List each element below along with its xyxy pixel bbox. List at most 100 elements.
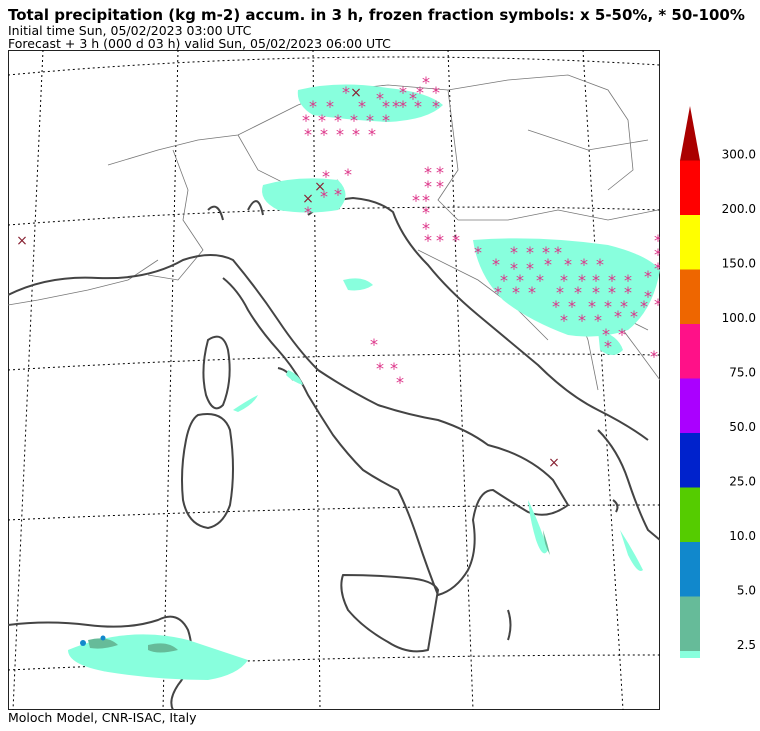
snow-symbol: * <box>654 295 660 314</box>
snow-symbol: * <box>526 259 534 278</box>
snow-symbol: * <box>654 231 660 250</box>
snow-symbol: * <box>350 111 358 130</box>
snow-symbol: * <box>494 283 502 302</box>
snow-symbol: * <box>630 307 638 326</box>
legend-swatch-7 <box>680 269 700 324</box>
snow-symbol: * <box>424 231 432 250</box>
colorbar-legend: 0.52.55.010.025.050.075.0100.0150.0200.0… <box>680 106 756 658</box>
snow-symbol: * <box>366 111 374 130</box>
snow-symbol: * <box>368 125 376 144</box>
precipitation-map: ** *** * * * ** * * * *** * ** * * * *** *** * ** ** **** * **… <box>8 50 660 710</box>
snow-symbol: * <box>436 163 444 182</box>
snow-symbol: * <box>644 287 652 306</box>
precip-moderate <box>88 530 550 653</box>
snow-symbol: * <box>654 259 660 278</box>
snow-symbol: * <box>334 111 342 130</box>
snow-symbol: * <box>336 125 344 144</box>
snow-symbol: * <box>528 283 536 302</box>
legend-label-2: 5.0 <box>737 584 756 598</box>
snow-symbol: * <box>654 245 660 264</box>
snow-symbol: * <box>414 97 422 116</box>
snow-symbol: * <box>432 83 440 102</box>
snow-symbol: * <box>560 271 568 290</box>
snow-symbol: * <box>424 163 432 182</box>
mixed-symbol: × <box>314 179 326 195</box>
snow-symbol: * <box>492 255 500 274</box>
snow-symbol: * <box>526 243 534 262</box>
forecast-valid-time: Forecast + 3 h (000 d 03 h) valid Sun, 0… <box>8 36 391 51</box>
snow-symbol: * <box>376 359 384 378</box>
snow-symbol: * <box>580 255 588 274</box>
legend-label-5: 50.0 <box>729 420 756 434</box>
legend-swatch-9 <box>680 160 700 215</box>
snow-symbol: * <box>422 191 430 210</box>
snow-symbol: * <box>396 373 404 392</box>
snow-symbol: * <box>620 297 628 316</box>
footer-credit: Moloch Model, CNR-ISAC, Italy <box>8 710 197 725</box>
snow-symbol: * <box>304 203 312 222</box>
snow-symbol: * <box>512 283 520 302</box>
legend-label-6: 75.0 <box>729 366 756 380</box>
snow-symbol: * <box>344 165 352 184</box>
legend-swatch-2 <box>680 542 700 597</box>
snow-symbol: * <box>392 97 400 116</box>
mixed-symbols: ××××× <box>16 85 560 471</box>
snow-symbol: * <box>334 185 342 204</box>
snow-symbol: * <box>624 271 632 290</box>
snow-symbol: * <box>650 347 658 366</box>
snow-symbol: * <box>390 359 398 378</box>
map-title: Total precipitation (kg m-2) accum. in 3… <box>8 6 745 24</box>
mixed-symbol: × <box>548 455 560 471</box>
snow-symbol: * <box>382 97 390 116</box>
snow-symbol: * <box>342 83 350 102</box>
legend-label-9: 200.0 <box>722 202 756 216</box>
legend-label-1: 2.5 <box>737 638 756 652</box>
snow-symbol: * <box>422 219 430 238</box>
snow-symbol: * <box>500 271 508 290</box>
coastlines <box>8 197 660 710</box>
legend-swatch-8 <box>680 215 700 270</box>
snow-symbol: * <box>320 125 328 144</box>
precip-heavy <box>80 635 106 646</box>
snow-symbol: * <box>588 297 596 316</box>
snow-symbol: * <box>552 297 560 316</box>
snow-symbol: * <box>416 83 424 102</box>
snow-symbol: * <box>604 297 612 316</box>
precip-areas <box>68 84 660 680</box>
snow-symbol: * <box>474 243 482 262</box>
snow-symbol: * <box>560 311 568 330</box>
snow-symbol: * <box>412 191 420 210</box>
snow-symbol: * <box>510 259 518 278</box>
snow-symbols: ** *** * * * ** * * * *** * ** * * * *** *** * ** ** **** * **… <box>302 73 660 392</box>
snow-symbol: * <box>592 271 600 290</box>
legend-swatch-3 <box>680 487 700 542</box>
snow-symbol: * <box>614 307 622 326</box>
snow-symbol: * <box>320 187 328 206</box>
legend-label-4: 25.0 <box>729 475 756 489</box>
snow-symbol: * <box>326 97 334 116</box>
snow-symbol: * <box>399 97 407 116</box>
legend-swatch-6 <box>680 324 700 379</box>
snow-symbol: * <box>382 111 390 130</box>
snow-symbol: * <box>544 255 552 274</box>
snow-symbol: * <box>510 243 518 262</box>
snow-symbol: * <box>594 311 602 330</box>
snow-symbol: * <box>309 97 317 116</box>
legend-label-7: 100.0 <box>722 311 756 325</box>
snow-symbol: * <box>554 243 562 262</box>
snow-symbol: * <box>644 267 652 286</box>
snow-symbol: * <box>358 97 366 116</box>
snow-symbol: * <box>568 297 576 316</box>
snow-symbol: * <box>399 83 407 102</box>
snow-symbol: * <box>452 231 460 250</box>
snow-symbol: * <box>322 167 330 186</box>
mixed-symbol: × <box>350 85 362 101</box>
snow-symbol: * <box>564 255 572 274</box>
snow-symbol: * <box>578 311 586 330</box>
snow-symbol: * <box>432 97 440 116</box>
legend-swatch-1 <box>680 596 700 651</box>
snow-symbol: * <box>436 231 444 250</box>
snow-symbol: * <box>370 335 378 354</box>
snow-symbol: * <box>592 283 600 302</box>
legend-swatch-5 <box>680 378 700 433</box>
